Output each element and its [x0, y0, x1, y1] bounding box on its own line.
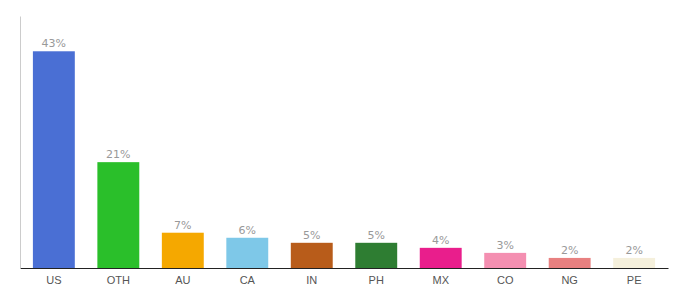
x-tick: MX — [432, 274, 449, 286]
x-tick-label: CO — [497, 274, 514, 286]
x-tick-label: US — [46, 274, 61, 286]
data-label: 43% — [42, 37, 66, 50]
x-tick: OTH — [107, 274, 130, 286]
bar — [291, 243, 333, 268]
x-tick-label: PH — [369, 274, 384, 286]
data-label: 2% — [625, 244, 642, 257]
data-label: 2% — [561, 244, 578, 257]
bar — [355, 243, 397, 268]
x-tick-label: NG — [561, 274, 578, 286]
bar — [226, 238, 268, 268]
x-tick-label: PE — [627, 274, 642, 286]
bars — [33, 51, 655, 268]
bar — [97, 162, 139, 268]
data-labels: 43% 21% 7% 6% 5% 5% 4% 3% 2% 2% — [42, 37, 643, 257]
x-tick: AU — [175, 274, 190, 286]
data-label: 5% — [368, 229, 385, 242]
bar — [613, 258, 655, 268]
x-tick-label: MX — [432, 274, 449, 286]
data-label: 7% — [174, 219, 191, 232]
y-axis — [20, 17, 21, 269]
x-tick: US — [46, 274, 61, 286]
bar — [484, 253, 526, 268]
x-tick-label: AU — [175, 274, 190, 286]
x-tick: CA — [240, 274, 256, 286]
bar — [420, 248, 462, 268]
chart: US OTH AU CA IN PH MX CO NG PE 43% 21% 7% 6% 5% 5% 4% 3% 2… — [0, 0, 680, 300]
data-label: 6% — [239, 224, 256, 237]
bar — [162, 233, 204, 268]
data-label: 21% — [106, 148, 130, 161]
x-tick-label: OTH — [107, 274, 130, 286]
x-tick-label: IN — [306, 274, 317, 286]
x-tick: NG — [561, 274, 578, 286]
bar — [549, 258, 591, 268]
x-tick: PE — [627, 274, 642, 286]
x-axis: US OTH AU CA IN PH MX CO NG PE — [21, 269, 669, 286]
x-tick: PH — [369, 274, 384, 286]
plot: US OTH AU CA IN PH MX CO NG PE 43% 21% 7% 6% 5% 5% 4% 3% 2… — [21, 17, 669, 286]
x-tick: CO — [497, 274, 514, 286]
x-tick: IN — [306, 274, 317, 286]
data-label: 5% — [303, 229, 320, 242]
x-tick-label: CA — [240, 274, 256, 286]
data-label: 4% — [432, 234, 449, 247]
bar — [33, 51, 75, 268]
y-axis-line — [20, 17, 21, 269]
data-label: 3% — [496, 239, 513, 252]
x-axis-line — [21, 268, 669, 269]
